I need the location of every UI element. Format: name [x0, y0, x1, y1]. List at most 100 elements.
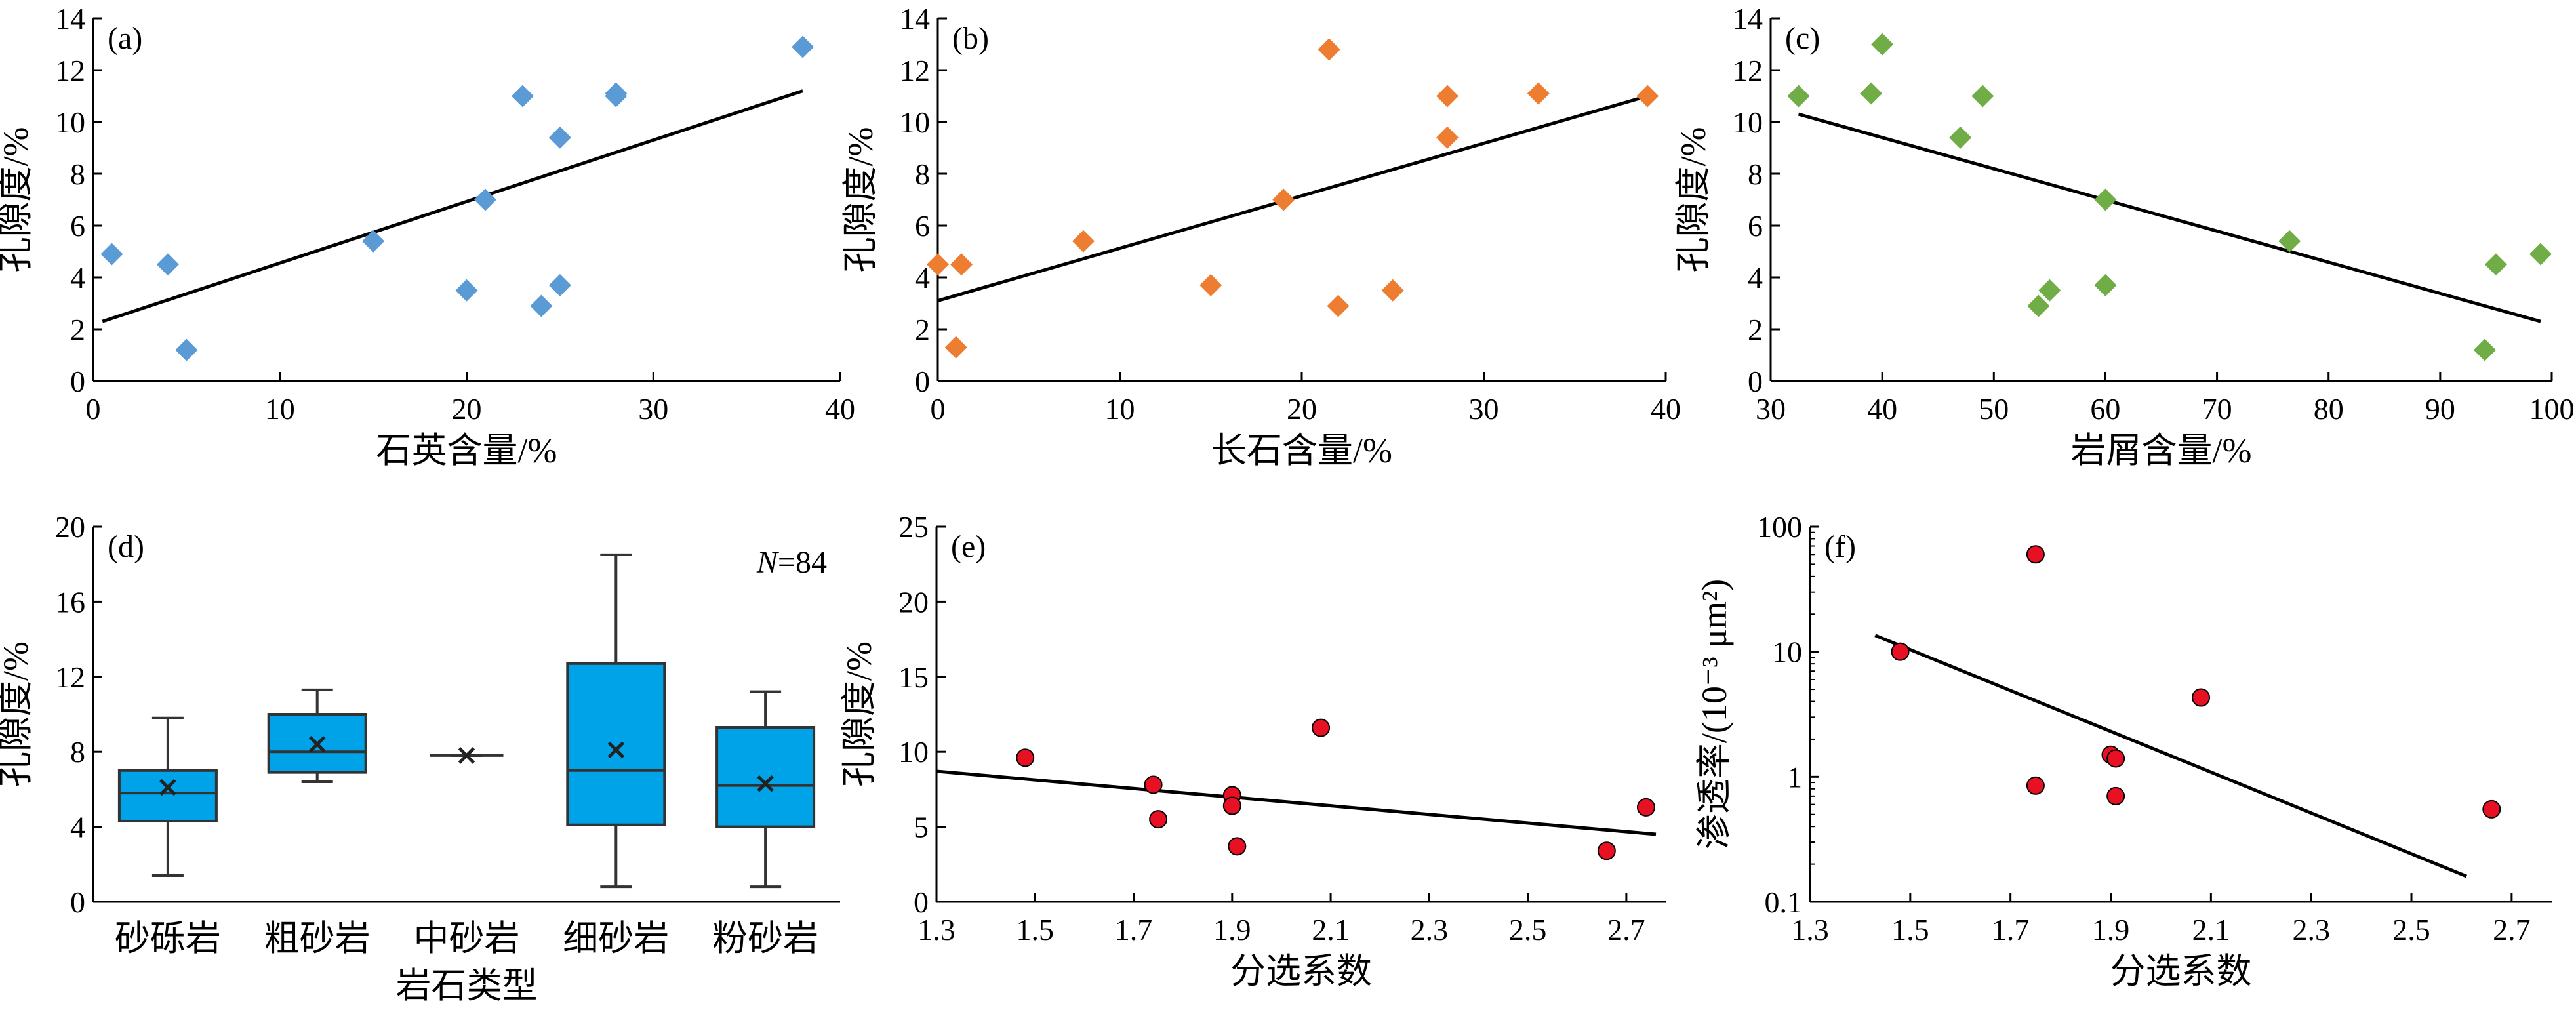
y-tick-label: 0: [70, 885, 85, 919]
data-point: [2026, 545, 2045, 564]
x-tick-label: 70: [2202, 392, 2232, 426]
x-tick-label: 2.1: [2192, 913, 2230, 946]
y-tick-label: 6: [1748, 209, 1763, 243]
data-point: [2038, 279, 2061, 302]
y-tick-label: 8: [70, 735, 85, 769]
data-point: [950, 253, 973, 276]
panel-a: 0 2 4 6 8 10 12 14 0 10 20 30 40 石英含量/% 孔隙度/% (a): [0, 2, 855, 470]
data-point: [1636, 798, 1655, 817]
data-point: [1597, 841, 1616, 860]
y-tick-label: 16: [55, 585, 85, 618]
data-point: [530, 294, 553, 317]
y-tick-label: 20: [55, 510, 85, 544]
x-tick-label: 0: [86, 392, 101, 426]
data-point: [1228, 837, 1247, 856]
y-tick-label: 0: [914, 885, 929, 919]
trend-line: [1798, 112, 2541, 323]
x-tick-label: 0: [931, 392, 946, 426]
data-point: [511, 85, 534, 108]
x-tick-label: 40: [825, 392, 855, 426]
data-point: [2027, 294, 2050, 317]
data-point: [2094, 273, 2117, 296]
y-tick-label: 10: [55, 106, 85, 139]
y-tick-label: 12: [900, 54, 930, 87]
y-tick-label: 4: [70, 811, 85, 844]
y-tick-label: 6: [915, 209, 930, 243]
data-point: [2473, 338, 2496, 361]
y-tick-label: 12: [55, 54, 85, 87]
trend-line: [936, 769, 1657, 836]
mean-marker: [607, 741, 625, 759]
data-point: [2094, 188, 2117, 211]
panel-e: 0 5 10 15 20 25 1.3 1.5 1.7 1.9 2.1 2.3 2.5 2.7 分选系数 孔隙…: [839, 510, 1666, 991]
y-axis-title: 孔隙度/%: [1674, 127, 1713, 273]
y-tick-label: 2: [915, 313, 930, 346]
data-point: [1072, 230, 1095, 253]
x-category-label: 细砂岩: [563, 919, 669, 958]
x-tick-label: 50: [1979, 392, 2009, 426]
y-tick-label: 8: [1748, 157, 1763, 191]
x-tick-label: 2.3: [2292, 913, 2330, 946]
y-tick-label: 10: [900, 106, 930, 139]
y-axis-title: 孔隙度/%: [839, 641, 879, 787]
x-tick-label: 40: [1651, 392, 1681, 426]
mean-marker: [458, 747, 475, 764]
y-axis-title: 孔隙度/%: [841, 127, 880, 273]
mean-marker: [308, 735, 326, 753]
x-tick-label: 1.9: [2092, 913, 2130, 946]
data-point: [2106, 749, 2125, 768]
x-tick-label: 1.9: [1213, 913, 1251, 946]
data-point: [1222, 796, 1241, 815]
y-axis-title: 孔隙度/%: [0, 641, 35, 787]
y-tick-label: 25: [898, 510, 929, 544]
data-point: [1971, 85, 1994, 108]
trend-line: [1874, 634, 2468, 878]
data-point: [2106, 786, 2125, 805]
data-point: [2482, 799, 2501, 819]
y-axis-title: 孔隙度/%: [0, 127, 35, 273]
x-tick-label: 40: [1867, 392, 1897, 426]
sample-count-symbol: N: [756, 545, 780, 580]
data-point: [1636, 85, 1659, 108]
y-tick-label: 6: [70, 209, 85, 243]
x-tick-label: 10: [265, 392, 295, 426]
mean-marker: [757, 775, 774, 792]
x-axis-title: 长石含量/%: [1211, 431, 1392, 470]
y-tick-label: 10: [1733, 106, 1763, 139]
x-tick-label: 60: [2090, 392, 2120, 426]
x-axis-title: 分选系数: [2110, 952, 2252, 991]
x-tick-label: 1.7: [1992, 913, 2030, 946]
y-tick-label: 10: [1772, 636, 1802, 669]
x-tick-label: 20: [452, 392, 482, 426]
data-point: [455, 279, 478, 302]
data-point: [1016, 748, 1035, 767]
panel-f: 0.1 1 10 100 1.3 1.5 1.7 1.9 2.1 2.3 2.5 2.7 分选系数 渗透率…: [1695, 510, 2552, 991]
y-tick-label: 2: [1748, 313, 1763, 346]
y-tick-label: 2: [70, 313, 85, 346]
y-tick-label: 20: [898, 585, 929, 618]
data-point: [1527, 82, 1550, 105]
box-砂砾岩: [117, 716, 218, 877]
panel-label: (f): [1824, 529, 1856, 564]
data-point: [1860, 82, 1883, 105]
data-point: [362, 230, 385, 253]
data-point: [1144, 775, 1163, 794]
sample-count-value: =84: [778, 545, 827, 580]
data-point: [100, 243, 123, 266]
data-point: [473, 188, 496, 211]
panel-label: (b): [952, 21, 989, 56]
x-axis-title: 分选系数: [1230, 952, 1372, 991]
box-iqr: [715, 726, 816, 828]
data-point: [548, 126, 571, 149]
sample-count-annotation: N=84: [756, 545, 827, 580]
data-point: [1149, 810, 1168, 829]
x-tick-label: 100: [2529, 392, 2575, 426]
data-point: [944, 336, 967, 359]
x-category-label: 中砂岩: [414, 919, 520, 958]
x-tick-label: 30: [1756, 392, 1786, 426]
y-tick-label: 100: [1757, 510, 1802, 544]
x-tick-label: 2.5: [1509, 913, 1547, 946]
y-tick-label: 14: [900, 2, 930, 35]
data-point: [2484, 253, 2507, 276]
